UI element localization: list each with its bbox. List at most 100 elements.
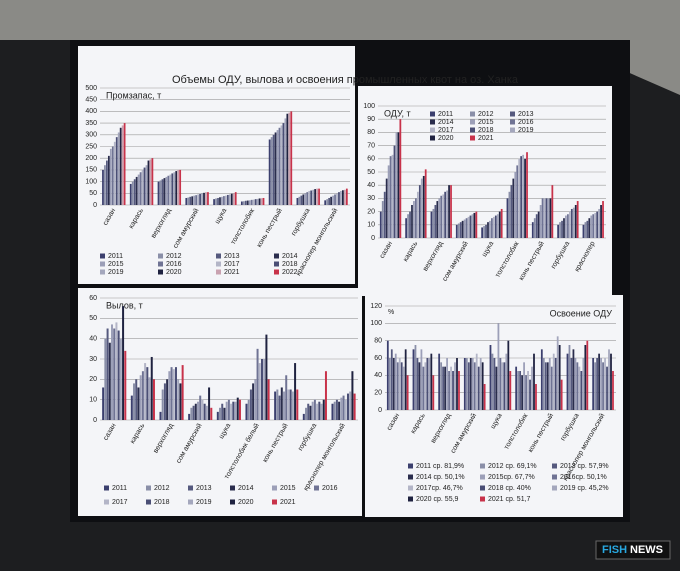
bar [535, 384, 537, 410]
legend-label: 2015 [478, 119, 494, 126]
bar [195, 195, 198, 205]
bar [489, 345, 492, 410]
bar [526, 152, 528, 238]
bar [416, 358, 419, 410]
bar [501, 362, 504, 410]
bar [592, 214, 595, 238]
bar [254, 379, 257, 420]
chart-title: ОДУ, т [384, 108, 411, 118]
bar [265, 334, 268, 420]
bar [432, 375, 435, 410]
bar [594, 362, 597, 410]
bar [205, 405, 208, 420]
bar [388, 358, 391, 410]
y-tick-label: 450 [85, 97, 97, 104]
bar [520, 156, 523, 238]
legend-label: 2020 [238, 499, 254, 506]
bar [507, 340, 510, 410]
legend-label: 2018 [478, 127, 494, 134]
bar [479, 358, 482, 410]
bar [481, 362, 484, 410]
bar [328, 197, 331, 205]
legend-label: 2012 ср. 69,1% [488, 463, 537, 470]
bar [541, 198, 544, 238]
bar [298, 196, 301, 205]
legend-swatch [216, 269, 221, 275]
bar [416, 191, 419, 238]
bar [215, 198, 217, 205]
legend-swatch [216, 261, 221, 267]
bar [473, 212, 476, 238]
bar [487, 222, 489, 238]
legend-label: 2015ср. 67,7% [488, 474, 535, 481]
bar [144, 363, 147, 420]
bar [191, 196, 194, 205]
bar [108, 342, 111, 420]
bar [109, 148, 112, 205]
legend-swatch [188, 499, 193, 505]
y-tick-label: 40 [374, 372, 382, 379]
y-tick-label: 400 [85, 108, 97, 115]
bar [248, 200, 251, 205]
bar [455, 224, 458, 238]
legend-label: 2016 [322, 485, 338, 492]
bar [104, 165, 106, 205]
bar [574, 358, 577, 410]
bar [336, 193, 338, 205]
bar [604, 358, 606, 410]
bar [351, 371, 354, 420]
bar [383, 191, 386, 238]
bar [533, 218, 536, 238]
bar [272, 134, 275, 205]
bar [290, 111, 293, 205]
y-tick-label: 60 [89, 295, 97, 302]
bar [546, 362, 549, 410]
bar [228, 194, 231, 205]
bar [173, 172, 176, 205]
bar [469, 215, 472, 238]
bar [469, 358, 472, 410]
bar [391, 154, 394, 238]
bar [291, 391, 294, 420]
bar [268, 139, 271, 205]
bar [471, 214, 474, 238]
legend-label: 2021 [224, 269, 240, 276]
bar [394, 353, 397, 410]
bar [250, 199, 253, 205]
bar [312, 189, 315, 205]
bar [294, 363, 297, 420]
bar [145, 165, 148, 205]
bar [475, 211, 478, 238]
bar [586, 220, 589, 238]
bar [240, 201, 243, 205]
bar [418, 362, 421, 410]
legend-swatch [146, 499, 151, 505]
bar [226, 194, 229, 205]
legend-label: 2018 ср. 40% [488, 485, 531, 492]
bar [256, 348, 259, 420]
bar [139, 375, 142, 420]
y-tick-label: 350 [85, 120, 97, 127]
bar [519, 371, 522, 410]
bar [285, 375, 288, 420]
bar [262, 197, 265, 205]
bar [578, 366, 581, 410]
bar [503, 362, 506, 410]
bar [505, 353, 508, 410]
bar [381, 201, 384, 238]
bar [385, 178, 388, 238]
bar [411, 205, 413, 238]
bar [171, 173, 174, 205]
legend-swatch [430, 135, 435, 141]
bar [422, 366, 425, 410]
bar [223, 407, 226, 420]
legend-swatch [408, 485, 413, 491]
bar [446, 190, 448, 238]
bar [280, 387, 283, 420]
bar [197, 401, 200, 420]
bar [459, 222, 462, 238]
bar [232, 193, 235, 205]
bar [392, 358, 395, 410]
bar [438, 353, 441, 410]
bar [389, 156, 392, 238]
